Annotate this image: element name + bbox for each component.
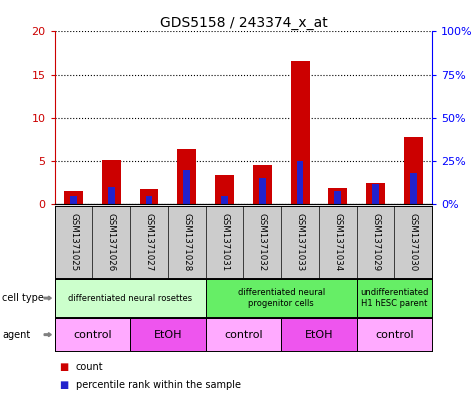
Bar: [215, 175, 234, 204]
Text: GSM1371032: GSM1371032: [258, 213, 267, 271]
Text: GSM1371033: GSM1371033: [295, 213, 304, 271]
Bar: [55, 318, 130, 351]
Text: control: control: [375, 330, 414, 340]
Text: undifferentiated
H1 hESC parent: undifferentiated H1 hESC parent: [361, 288, 428, 308]
Bar: [259, 178, 266, 204]
Text: GSM1371027: GSM1371027: [144, 213, 153, 271]
Bar: [328, 188, 347, 204]
Bar: [140, 189, 159, 204]
Text: differentiated neural
progenitor cells: differentiated neural progenitor cells: [238, 288, 325, 308]
Text: control: control: [224, 330, 263, 340]
Bar: [297, 161, 304, 204]
Bar: [70, 196, 77, 204]
Text: cell type: cell type: [2, 293, 44, 303]
Bar: [366, 183, 385, 204]
Text: GSM1371034: GSM1371034: [333, 213, 342, 271]
Text: ■: ■: [59, 380, 68, 390]
Text: GSM1371029: GSM1371029: [371, 213, 380, 271]
Bar: [291, 61, 310, 204]
Bar: [102, 160, 121, 204]
Bar: [372, 184, 379, 204]
Bar: [177, 149, 196, 204]
Bar: [64, 191, 83, 204]
Text: GSM1371026: GSM1371026: [107, 213, 116, 271]
Bar: [357, 279, 432, 317]
Text: EtOH: EtOH: [305, 330, 333, 340]
Bar: [253, 165, 272, 204]
Text: GSM1371030: GSM1371030: [409, 213, 418, 271]
Bar: [281, 318, 357, 351]
Text: GSM1371031: GSM1371031: [220, 213, 229, 271]
Text: count: count: [76, 362, 104, 372]
Bar: [206, 318, 281, 351]
Text: GSM1371025: GSM1371025: [69, 213, 78, 271]
Text: differentiated neural rosettes: differentiated neural rosettes: [68, 294, 192, 303]
Bar: [410, 173, 417, 204]
Text: percentile rank within the sample: percentile rank within the sample: [76, 380, 241, 390]
Text: control: control: [73, 330, 112, 340]
Bar: [206, 279, 357, 317]
Bar: [404, 137, 423, 204]
Text: EtOH: EtOH: [153, 330, 182, 340]
Bar: [221, 196, 228, 204]
Bar: [334, 191, 341, 204]
Bar: [146, 196, 152, 204]
Text: GSM1371028: GSM1371028: [182, 213, 191, 271]
Text: agent: agent: [2, 330, 30, 340]
Bar: [357, 318, 432, 351]
Title: GDS5158 / 243374_x_at: GDS5158 / 243374_x_at: [160, 17, 327, 30]
Bar: [108, 187, 114, 204]
Text: ■: ■: [59, 362, 68, 372]
Bar: [55, 279, 206, 317]
Bar: [183, 170, 190, 204]
Bar: [130, 318, 206, 351]
